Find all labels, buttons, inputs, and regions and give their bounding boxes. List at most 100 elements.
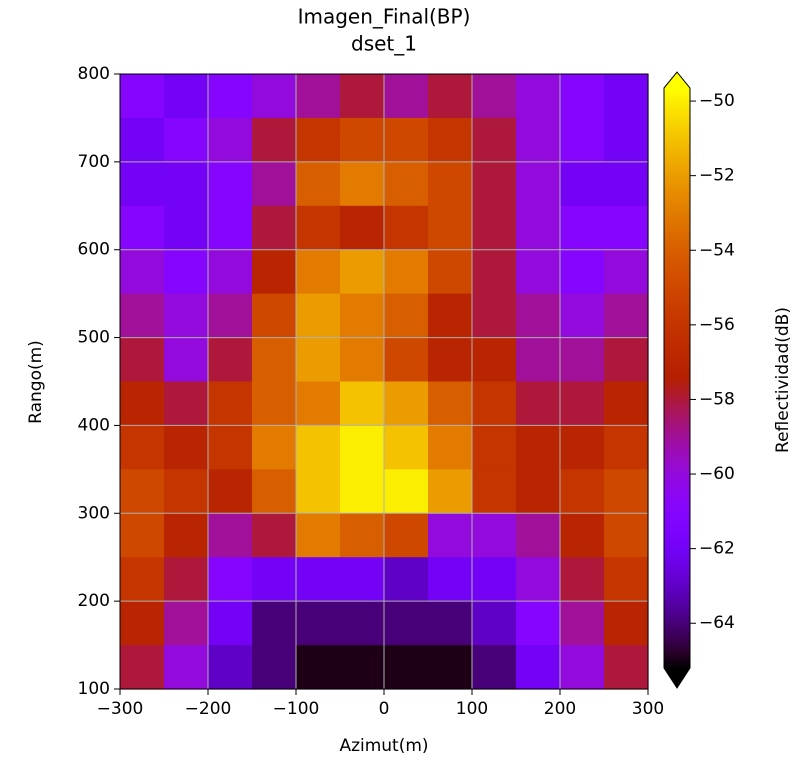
heatmap-cell: [604, 381, 649, 427]
heatmap-cell: [340, 645, 385, 690]
heatmap-cell: [252, 205, 297, 251]
heatmap-cell: [208, 645, 253, 690]
heatmap-cell: [560, 161, 605, 207]
heatmap-cell: [252, 161, 297, 207]
heatmap-cell: [472, 249, 517, 295]
heatmap-cell: [208, 205, 253, 251]
heatmap-cell: [252, 117, 297, 163]
heatmap-cell: [252, 601, 297, 646]
heatmap-cell: [340, 249, 385, 295]
heatmap-cell: [604, 205, 649, 251]
heatmap-cell: [604, 513, 649, 558]
y-tick-label: 500: [78, 328, 110, 348]
chart-title: Imagen_Final(BP): [298, 5, 471, 29]
heatmap-cell: [384, 117, 429, 163]
heatmap-cell: [428, 469, 473, 514]
heatmap-cell: [516, 293, 561, 339]
heatmap-cell: [208, 337, 253, 383]
heatmap-cell: [560, 74, 605, 119]
y-tick-label: 400: [78, 415, 110, 435]
heatmap-cell: [340, 513, 385, 558]
heatmap-cell: [164, 337, 209, 383]
colorbar-tick-label: −50: [699, 91, 735, 111]
heatmap-cell: [384, 161, 429, 207]
colorbar-tick-label: −62: [699, 539, 735, 559]
heatmap-cell: [604, 117, 649, 163]
colorbar-tick-label: −60: [699, 464, 735, 484]
heatmap-cell: [252, 557, 297, 602]
heatmap-cell: [472, 74, 517, 119]
heatmap-cell: [516, 205, 561, 251]
heatmap-cell: [208, 249, 253, 295]
colorbar-tick-label: −54: [699, 240, 735, 260]
heatmap-cell: [516, 337, 561, 383]
heatmap-cell: [384, 557, 429, 602]
heatmap-cell: [472, 117, 517, 163]
heatmap-cell: [164, 293, 209, 339]
heatmap-cell: [296, 513, 341, 558]
heatmap-cell: [296, 74, 341, 119]
heatmap-cell: [560, 205, 605, 251]
heatmap-cell: [340, 381, 385, 427]
y-tick-label: 300: [78, 503, 110, 523]
heatmap-cell: [164, 425, 209, 470]
heatmap-cell: [164, 513, 209, 558]
heatmap-cell: [120, 381, 165, 427]
heatmap-cell: [516, 381, 561, 427]
heatmap-cell: [560, 601, 605, 646]
heatmap-cell: [516, 513, 561, 558]
heatmap-cell: [516, 469, 561, 514]
heatmap-cell: [604, 557, 649, 602]
heatmap-cell: [428, 293, 473, 339]
heatmap-cell: [472, 381, 517, 427]
heatmap-cell: [120, 513, 165, 558]
colorbar-tick-label: −56: [699, 315, 735, 335]
heatmap-cell: [604, 337, 649, 383]
heatmap-cell: [340, 205, 385, 251]
heatmap-cell: [428, 161, 473, 207]
colorbar-extend-top: [664, 72, 690, 88]
heatmap-cell: [384, 74, 429, 119]
heatmap-cell: [560, 117, 605, 163]
heatmap-cell: [428, 601, 473, 646]
heatmap-cell: [208, 381, 253, 427]
heatmap-cell: [296, 601, 341, 646]
heatmap-cell: [340, 293, 385, 339]
heatmap-cell: [604, 645, 649, 690]
heatmap-cell: [384, 425, 429, 470]
heatmap-cell: [604, 293, 649, 339]
heatmap-cell: [560, 513, 605, 558]
heatmap-cell: [604, 74, 649, 119]
colorbar-tick-label: −64: [699, 613, 735, 633]
heatmap-cell: [472, 425, 517, 470]
heatmap-cell: [208, 425, 253, 470]
y-tick-label: 600: [78, 240, 110, 260]
heatmap-cell: [428, 117, 473, 163]
heatmap-cell: [164, 161, 209, 207]
heatmap-cell: [252, 74, 297, 119]
heatmap-cell: [384, 381, 429, 427]
heatmap-cell: [384, 513, 429, 558]
heatmap-cell: [384, 645, 429, 690]
colorbar-label: Reflectividad(dB): [773, 307, 793, 453]
heatmap-cell: [252, 249, 297, 295]
heatmap-cell: [516, 425, 561, 470]
heatmap-cell: [516, 601, 561, 646]
heatmap-cell: [560, 469, 605, 514]
heatmap-cell: [516, 645, 561, 690]
heatmap-cell: [252, 469, 297, 514]
heatmap-cell: [516, 557, 561, 602]
x-tick-label: 0: [379, 699, 390, 719]
heatmap-cell: [604, 249, 649, 295]
heatmap-cell: [428, 513, 473, 558]
heatmap-cell: [252, 381, 297, 427]
heatmap-cell: [164, 381, 209, 427]
heatmap-cell: [472, 513, 517, 558]
heatmap-cell: [208, 601, 253, 646]
heatmap-cell: [120, 117, 165, 163]
heatmap-cell: [560, 249, 605, 295]
heatmap-cell: [428, 425, 473, 470]
chart-subtitle: dset_1: [351, 32, 417, 56]
x-axis-label: Azimut(m): [339, 736, 428, 756]
